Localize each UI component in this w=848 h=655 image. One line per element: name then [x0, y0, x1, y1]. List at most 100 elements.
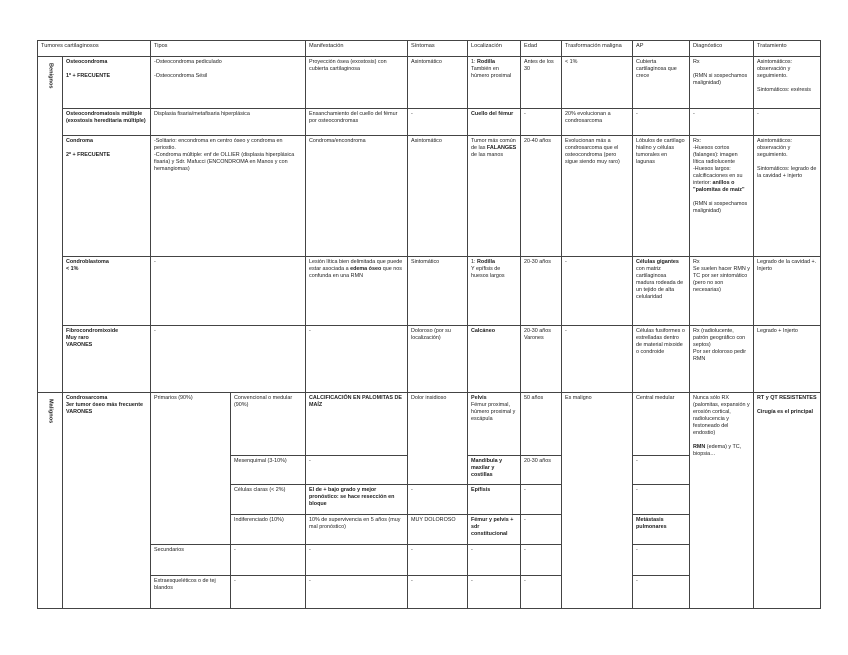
- cell-text: Asintomático: [411, 59, 442, 65]
- cell-text: Metástasis pulmonares: [636, 517, 667, 530]
- cell-edad: -: [520, 575, 563, 609]
- cell-text: -: [309, 578, 311, 584]
- cell-text: Es maligno: [565, 395, 592, 401]
- cell-manifestacion: -: [305, 455, 409, 485]
- tumor-name: Fibrocondromixoide Muy raro VARONES: [62, 325, 151, 393]
- cell-edad: 20-40 años: [520, 135, 563, 257]
- cell-diagnostico: Rx: -Huesos cortos (falanges): imagen lí…: [689, 135, 755, 257]
- tumor-name: Osteocondromatosis múltiple (exostosis h…: [62, 108, 151, 136]
- cell-text: (edema) y TC, biopsia…: [693, 444, 742, 457]
- cell-text: -: [234, 578, 236, 584]
- cell-text: -Solitario: encondroma en centro óseo y …: [154, 138, 295, 172]
- cell-text: Calcáneo: [471, 328, 495, 334]
- cell-text: con matriz cartilaginosa madura rodeada …: [636, 266, 684, 300]
- cell-text: Asintomáticos: observación y seguimiento…: [757, 59, 811, 93]
- cell-text: Mandíbula y maxilar y costillas: [471, 458, 503, 478]
- cell-text: Doloroso (por su localización): [411, 328, 451, 341]
- cell-text: Rodilla: [477, 259, 495, 265]
- cell-ap: Central medular: [632, 392, 691, 456]
- cell-text: < 1%: [565, 59, 578, 65]
- cell-text: Lóbulos de cartílago hialino y células t…: [636, 138, 685, 165]
- cell-text: Legrado de la cavidad +. Injerto: [757, 259, 817, 272]
- cell-text: -: [154, 328, 156, 334]
- cell-manifestacion: Lesión lítica bien delimitada que puede …: [305, 256, 409, 326]
- cell-ap: -: [632, 575, 691, 609]
- cell-manifestacion: -: [305, 575, 409, 609]
- cell-subtipo: -: [229, 575, 307, 609]
- cell-text: RT y QT RESISTENTES: [757, 395, 817, 401]
- cell-text: -: [524, 578, 526, 584]
- header-row: Tumores cartilaginosos Tipos Manifestaci…: [37, 40, 822, 57]
- cell-localizacion: Calcáneo: [467, 325, 522, 393]
- cell-text: Condroma/encondroma: [309, 138, 366, 144]
- cell-text: Localización: [471, 43, 502, 49]
- cell-text: -: [309, 547, 311, 553]
- cell-sintomas: Asintomático: [407, 56, 469, 109]
- cell-ap: -: [632, 484, 691, 515]
- cell-text: (RMN si sospechamos malignidad): [693, 201, 748, 214]
- cell-text: Osteocondromatosis múltiple (exostosis h…: [66, 111, 146, 124]
- cell-text: Indiferenciado (10%): [234, 517, 284, 523]
- cell-text: RMN: [693, 444, 706, 450]
- cell-ap: -: [632, 455, 691, 485]
- cell-text: Y epífisis de huesos largos: [471, 266, 505, 279]
- cell-tipos: Extraesqueléticos o de tej blandos: [150, 575, 231, 609]
- header-sintomas: Síntomas: [407, 40, 469, 57]
- cell-text: Rx: -Huesos cortos (falanges): imagen lí…: [693, 138, 743, 186]
- table-row: Osteocondromatosis múltiple (exostosis h…: [38, 108, 822, 136]
- cell-transformacion: 20% evolucionan a condrosarcoma: [561, 108, 634, 136]
- cell-text: Epífisis: [471, 487, 491, 493]
- header-group: Tumores cartilaginosos: [37, 40, 151, 57]
- cell-tipos: -: [149, 256, 307, 326]
- cell-edad: 50 años: [520, 392, 563, 456]
- cell-text: Extraesqueléticos o de tej blandos: [154, 578, 216, 591]
- cell-text: 20% evolucionan a condrosarcoma: [565, 111, 611, 124]
- cell-tratamiento: RT y QT RESISTENTES Cirugía es el princi…: [753, 392, 822, 609]
- cell-text: Mesenquimal (3-10%): [234, 458, 287, 464]
- table-row: Condroma 2º + FRECUENTE -Solitario: enco…: [38, 135, 822, 257]
- cell-text: También en húmero proximal: [471, 66, 512, 79]
- cell-text: -: [524, 517, 526, 523]
- cell-sintomas: Doloroso (por su localización): [407, 325, 469, 393]
- cell-text: Antes de los 30: [524, 59, 554, 72]
- tumor-name: Osteocondroma 1º + FRECUENTE: [62, 56, 151, 109]
- cell-text: Tratamiento: [757, 43, 787, 49]
- cell-edad: -: [520, 108, 563, 136]
- cell-text: -: [471, 578, 473, 584]
- cell-localizacion: 1: Rodilla Y epífisis de huesos largos: [467, 256, 522, 326]
- cell-transformacion: -: [561, 256, 634, 326]
- cell-diagnostico: -: [689, 108, 755, 136]
- cell-text: -: [411, 578, 413, 584]
- header-localizacion: Localización: [467, 40, 522, 57]
- tumor-name: Condrosarcoma 3er tumor óseo más frecuen…: [62, 392, 151, 609]
- cell-text: -: [411, 547, 413, 553]
- cell-text: Células gigantes: [636, 259, 679, 265]
- cell-text: anillos o "palomitas de maíz": [693, 180, 745, 193]
- cell-text: 10% de supervivencia en 5 años (muy mal …: [309, 517, 401, 530]
- cell-text: -: [411, 111, 413, 117]
- cell-text: MUY DOLOROSO: [411, 517, 456, 523]
- header-tipos: Tipos: [149, 40, 307, 57]
- cell-tipos: -Osteocondroma pediculado -Osteocondroma…: [149, 56, 307, 109]
- cell-text: -: [636, 547, 638, 553]
- header-tratamiento: Tratamiento: [753, 40, 822, 57]
- cell-text: -: [636, 458, 638, 464]
- cell-manifestacion: Proyección ósea (exostosis) con cubierta…: [305, 56, 409, 109]
- cell-tratamiento: Asintomáticos: observación y seguimiento…: [753, 135, 822, 257]
- cartilaginous-tumors-table: Tumores cartilaginosos Tipos Manifestaci…: [37, 40, 822, 609]
- header-transformacion: Trasformación maligna: [561, 40, 634, 57]
- tumor-name: Condroblastoma < 1%: [62, 256, 151, 326]
- table-row: Fibrocondromixoide Muy raro VARONES - - …: [38, 325, 822, 393]
- cell-text: -: [757, 111, 759, 117]
- cell-tratamiento: -: [753, 108, 822, 136]
- cell-subtipo: Convencional o medular (90%): [229, 392, 307, 456]
- cell-tipos: Primarios (90%): [150, 392, 231, 545]
- cell-text: 20-30 años: [524, 259, 551, 265]
- cell-text: Pelvis: [471, 395, 487, 401]
- cell-edad: -: [520, 514, 563, 545]
- cell-localizacion: Pelvis Fémur proximal, húmero proximal y…: [467, 392, 522, 456]
- cell-text: -: [636, 578, 638, 584]
- cell-localizacion: Mandíbula y maxilar y costillas: [467, 455, 522, 485]
- cell-localizacion: -: [467, 575, 522, 609]
- cell-text: -: [693, 111, 695, 117]
